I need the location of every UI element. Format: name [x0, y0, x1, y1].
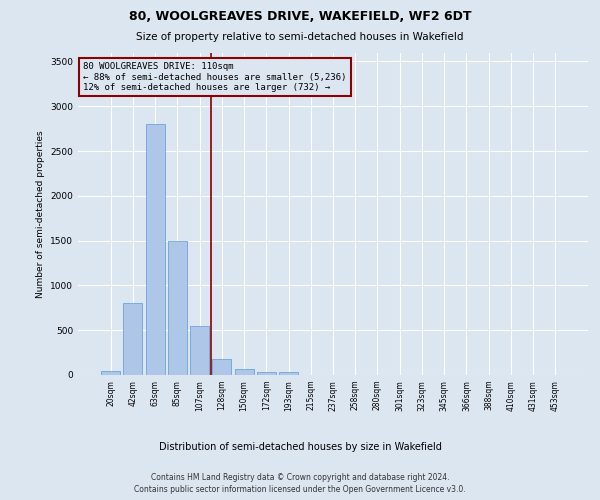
Bar	[257, 372, 276, 375]
Text: Contains public sector information licensed under the Open Government Licence v3: Contains public sector information licen…	[134, 485, 466, 494]
Text: 80 WOOLGREAVES DRIVE: 110sqm
← 88% of semi-detached houses are smaller (5,236)
1: 80 WOOLGREAVES DRIVE: 110sqm ← 88% of se…	[83, 62, 346, 92]
Bar	[235, 368, 254, 375]
Text: Contains HM Land Registry data © Crown copyright and database right 2024.: Contains HM Land Registry data © Crown c…	[151, 472, 449, 482]
Text: 80, WOOLGREAVES DRIVE, WAKEFIELD, WF2 6DT: 80, WOOLGREAVES DRIVE, WAKEFIELD, WF2 6D…	[129, 10, 471, 23]
Bar	[146, 124, 164, 375]
Bar	[124, 304, 142, 375]
Bar	[279, 372, 298, 375]
Bar	[212, 360, 231, 375]
Bar	[168, 240, 187, 375]
Bar	[101, 370, 120, 375]
Text: Distribution of semi-detached houses by size in Wakefield: Distribution of semi-detached houses by …	[158, 442, 442, 452]
Text: Size of property relative to semi-detached houses in Wakefield: Size of property relative to semi-detach…	[136, 32, 464, 42]
Bar	[190, 326, 209, 375]
Y-axis label: Number of semi-detached properties: Number of semi-detached properties	[35, 130, 44, 298]
